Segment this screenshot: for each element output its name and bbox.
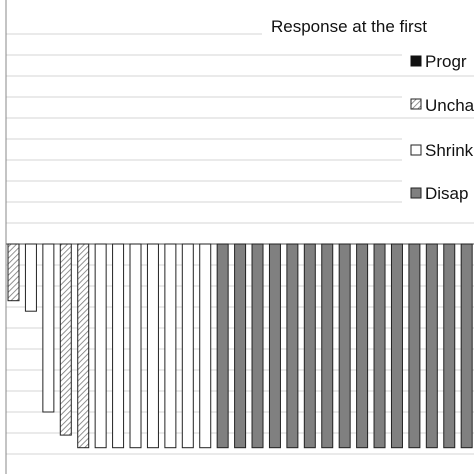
bar-disappeared [234, 243, 247, 449]
legend-label-disappeared: Disap [425, 184, 468, 203]
legend: Response at the first Progr Uncha Shrink… [262, 10, 474, 206]
bar-shrinking [181, 243, 194, 449]
bar-disappeared [443, 243, 456, 449]
bar-shrinking [146, 243, 159, 449]
bar-disappeared [425, 243, 438, 449]
bar-series [7, 243, 473, 449]
legend-label-unchanged: Uncha [425, 96, 474, 115]
bar-unchanged [77, 243, 90, 449]
legend-swatch-disappeared [410, 187, 422, 199]
bar-shrinking [112, 243, 125, 449]
bar-disappeared [373, 243, 386, 449]
legend-title-background [262, 10, 474, 36]
legend-swatch-unchanged [410, 98, 422, 110]
bar-shrinking [94, 243, 107, 449]
legend-item-unchanged: Uncha [402, 91, 474, 117]
bar-unchanged [59, 243, 72, 436]
bar-disappeared [251, 243, 264, 449]
legend-label-shrinking: Shrink [425, 141, 474, 160]
legend-swatch-progressive [410, 55, 422, 67]
legend-item-shrinking: Shrink [402, 137, 474, 163]
bar-disappeared [286, 243, 299, 449]
bar-disappeared [303, 243, 316, 449]
bar-disappeared [216, 243, 229, 449]
legend-swatch-shrinking [410, 144, 422, 156]
bar-disappeared [338, 243, 351, 449]
bar-disappeared [390, 243, 403, 449]
bar-disappeared [460, 243, 473, 449]
legend-item-progressive: Progr [402, 46, 474, 72]
legend-label-progressive: Progr [425, 52, 467, 71]
bar-shrinking [199, 243, 212, 449]
bar-disappeared [268, 243, 281, 449]
bar-disappeared [356, 243, 369, 449]
bar-disappeared [321, 243, 334, 449]
bar-shrinking [42, 243, 55, 413]
bar-shrinking [164, 243, 177, 449]
legend-item-disappeared: Disap [402, 180, 474, 206]
legend-title: Response at the first [271, 17, 427, 36]
bar-shrinking [24, 243, 37, 312]
bar-unchanged [7, 243, 20, 302]
bar-shrinking [129, 243, 142, 449]
bar-disappeared [408, 243, 421, 449]
